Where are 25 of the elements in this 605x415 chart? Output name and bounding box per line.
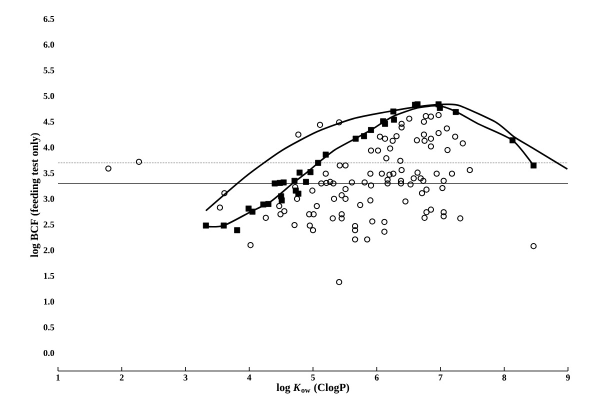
y-tick-label: 6.5 <box>44 16 54 22</box>
x-tick-label: 2 <box>120 374 124 380</box>
y-tick-label: 4.0 <box>43 144 54 151</box>
x-tick-label: 3 <box>184 374 188 381</box>
y-tick-label: 4.5 <box>43 118 54 125</box>
y-tick-label: 0.0 <box>44 350 54 356</box>
y-tick-label: 2.5 <box>44 222 54 228</box>
y-tick-label: 1.0 <box>44 298 54 305</box>
y-tick-label: 5.0 <box>44 93 54 100</box>
x-tick-label: 7 <box>438 374 443 380</box>
x-tick-label: 8 <box>502 374 506 381</box>
y-tick-label: 3.5 <box>44 170 54 176</box>
x-tick-label: 6 <box>374 374 379 381</box>
y-tick-label: 6.0 <box>44 42 54 48</box>
x-tick-label: 4 <box>247 374 252 380</box>
x-tick-label: 5 <box>311 374 315 380</box>
y-tick-label: 2.0 <box>44 247 54 254</box>
x-tick-label: 1 <box>56 374 60 380</box>
x-tick-label: 9 <box>566 374 570 381</box>
y-tick-label: 1.5 <box>44 272 54 279</box>
y-tick-label: 0.5 <box>44 324 54 330</box>
y-axis-title: log BCF (feeding test only) <box>30 133 40 258</box>
y-tick-label: 3.0 <box>44 196 54 202</box>
x-axis-title: log K$_{ow}$ (ClogP) <box>276 383 350 394</box>
y-tick-label: 5.5 <box>44 67 54 74</box>
